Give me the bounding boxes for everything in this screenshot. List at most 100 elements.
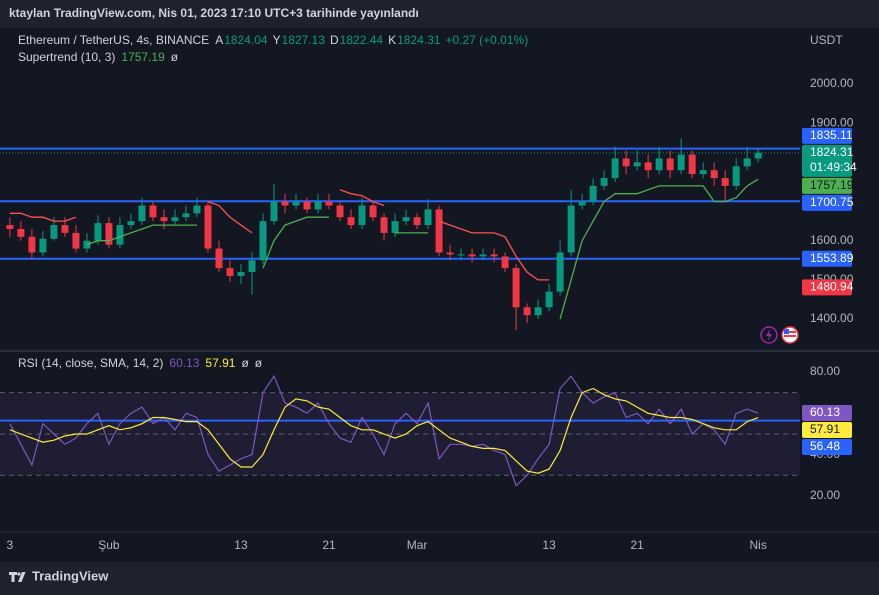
price-label-text: 1553.89 [810,251,854,265]
last-price-text: 1824.31 [810,145,854,159]
candle-body [446,252,454,255]
supertrend-value: 1757.19 [121,50,165,64]
candle-body [325,201,333,206]
candle-body [358,205,366,226]
x-tick-label: Nis [750,538,767,552]
candle-body [589,185,597,202]
price-label: 1480.94 [802,279,854,296]
y-tick-label: 2000.00 [810,76,854,90]
candle-body [226,268,234,276]
candle-body [754,152,762,159]
supertrend-up [559,178,759,320]
countdown-text: 01:49:34 [810,160,857,174]
logo-dot [17,572,21,576]
candle-body [479,254,487,257]
candle-body [50,225,58,239]
candle-body [743,158,751,167]
bottom-bar [0,562,879,595]
x-tick-label: 21 [322,538,336,552]
x-tick-label: 13 [234,538,248,552]
price-label: 1757.19 [802,177,854,194]
candle-body [578,201,586,206]
alert-icon[interactable] [760,326,778,344]
rsi-tick-label: 20.00 [810,488,840,502]
candle-body [501,256,509,269]
rsi-line [9,374,759,487]
flag-stripe [784,331,796,333]
rsi-pane [0,374,800,487]
rsi-name: RSI (14, close, SMA, 14, 2) [18,356,163,370]
candle-body [270,201,278,222]
supertrend-down [207,200,253,234]
logo-icon [9,572,26,582]
candle-body [182,213,190,218]
rsi-tick-label: 80.00 [810,364,840,378]
x-tick-label: 3 [7,538,14,552]
candle-body [303,201,311,210]
candle-body [314,201,322,210]
legend-change: +0.27 (+0.01%) [445,33,528,47]
price-label-bg [802,250,852,267]
rsi-label-text: 60.13 [810,405,840,419]
rsi-label-text: 57.91 [810,422,840,436]
candle-body [402,217,410,222]
legend-key: D [330,33,339,47]
x-tick-label: Mar [407,538,428,552]
rsi-sma-line [9,387,759,474]
rsi-label-bg [802,439,852,456]
legend-value: 1822.44 [340,33,384,47]
candle-body [6,225,14,229]
price-label-bg [802,177,852,194]
candle-body [655,158,663,171]
candle-body [116,225,124,245]
candle-body [237,272,245,276]
candle-body [127,221,135,226]
candle-body [622,158,630,167]
candle-body [457,254,465,256]
legend-value: 1824.31 [397,33,441,47]
candle-body [732,166,740,186]
candle-body [523,307,531,316]
x-tick-label: Şub [98,538,120,552]
rsi-label-bg [802,405,852,422]
flag-stripe [784,335,796,337]
supertrend-name: Supertrend (10, 3) [18,50,115,64]
candle-body [369,205,377,218]
candle-body [721,178,729,186]
candle-body [545,291,553,308]
candle-body [567,205,575,253]
candle-body [611,158,619,179]
footer-brand: TradingView [32,568,109,583]
candle-body [468,254,476,257]
candle-body [281,201,289,206]
candle-body [666,158,674,171]
rsi-label: 56.48 [802,439,852,456]
price-pane [0,138,800,331]
rsi-status: ø [255,356,263,370]
supertrend-up [262,216,329,269]
candle-body [699,170,707,175]
legend-key: Y [273,33,281,47]
candle-body [435,209,443,253]
rsi-label: 60.13 [802,405,852,422]
y-tick-label: 1900.00 [810,115,854,129]
level-label-bg [802,127,852,144]
candle-body [28,236,36,253]
supertrend-status: ø [171,50,179,64]
legend-value: 1827.13 [282,33,326,47]
rsi-sma-value: 57.91 [205,356,235,370]
candle-body [391,221,399,233]
y-tick-label: 1400.00 [810,311,854,325]
y-tick-label: 1600.00 [810,233,854,247]
legend-symbol: Ethereum / TetherUS, 4s, BINANCE [18,33,209,47]
price-label-text: 1757.19 [810,178,854,192]
candle-body [171,217,179,222]
candle-body [138,205,146,222]
supertrend-up [86,224,197,246]
candle-body [534,307,542,316]
level-text: 1835.11 [810,128,853,142]
supertrend-down [339,189,385,207]
candle-body [72,232,80,249]
